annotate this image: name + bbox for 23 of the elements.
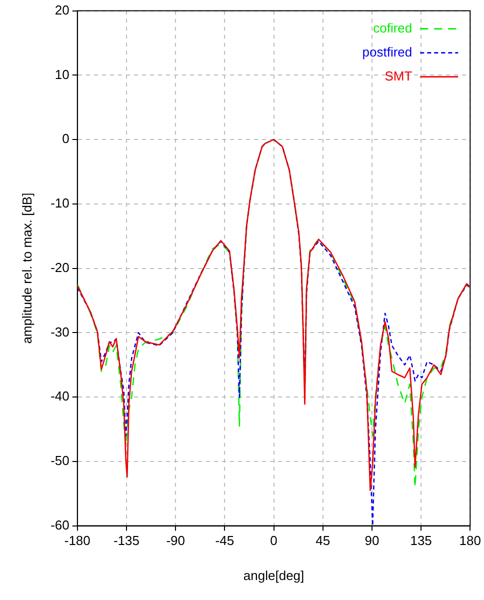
x-tick-label: 135 (410, 533, 432, 548)
y-tick-label: -20 (50, 260, 70, 275)
x-tick-label: -180 (64, 533, 90, 548)
x-axis-title: angle[deg] (243, 568, 304, 583)
y-tick-label: -30 (50, 324, 70, 340)
legend-label: cofired (373, 20, 412, 36)
x-tick-label: 180 (459, 533, 482, 548)
y-tick-label: 0 (62, 131, 70, 146)
x-tick-label: -135 (113, 533, 140, 548)
legend-label: postfired (362, 44, 412, 60)
y-tick-label: -50 (50, 453, 70, 468)
x-tick-label: 90 (364, 533, 380, 548)
x-tick-label: -90 (166, 533, 185, 548)
x-tick-label: -45 (215, 533, 234, 548)
y-tick-label: 10 (54, 66, 70, 82)
x-tick-label: 0 (270, 533, 278, 548)
y-tick-label: -40 (50, 388, 70, 404)
x-tick-label: 45 (316, 533, 330, 548)
y-tick-label: -60 (50, 517, 70, 532)
y-axis-title: amplitude rel. to max. [dB] (19, 192, 34, 344)
y-tick-label: -10 (50, 196, 70, 211)
legend-label: SMT (384, 68, 412, 84)
y-tick-label: 20 (54, 2, 70, 18)
